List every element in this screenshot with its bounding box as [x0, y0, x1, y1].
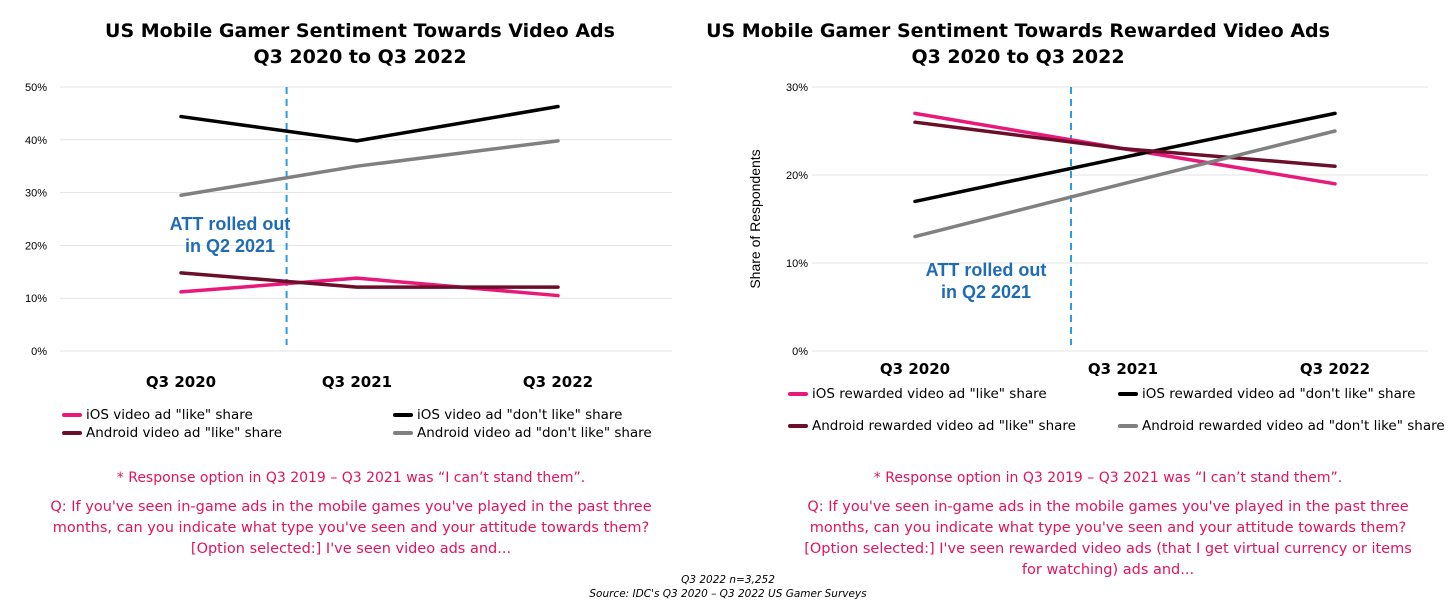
source-footer: Q3 2022 n=3,252 Source: IDC's Q3 2020 – … — [528, 573, 928, 601]
survey-question: Q: If you've seen in-game ads in the mob… — [0, 497, 702, 560]
legend-item-ios-like: iOS video ad "like" share — [62, 407, 253, 423]
chart-title-line2: Q3 2020 to Q3 2022 — [253, 46, 467, 68]
survey-question-line: Q: If you've seen in-game ads in the mob… — [50, 499, 652, 515]
y-tick-label: 30% — [786, 82, 808, 94]
y-tick-label: 30% — [25, 188, 47, 200]
legend-swatch — [62, 431, 82, 435]
series-line-3 — [913, 129, 1337, 239]
legend-label: iOS rewarded video ad "don't like" share — [1142, 386, 1416, 402]
y-tick-label: 20% — [786, 170, 808, 182]
legend-item-android-dislike: Android video ad "don't like" share — [393, 425, 652, 441]
survey-question-line: [Option selected:] I've seen rewarded vi… — [804, 541, 1412, 557]
series-line-1 — [913, 111, 1337, 204]
series-line-2 — [913, 120, 1337, 168]
legend-item-ios-dislike: iOS rewarded video ad "don't like" share — [1118, 386, 1415, 402]
legend-label: iOS video ad "like" share — [86, 407, 253, 423]
legend-item-ios-like: iOS rewarded video ad "like" share — [788, 386, 1047, 402]
x-category-label: Q3 2020 — [880, 360, 950, 378]
y-tick-label: 50% — [25, 82, 47, 94]
survey-question-line: for watching) ads and... — [1021, 562, 1195, 578]
att-annotation-line1: ATT rolled out — [169, 214, 291, 234]
y-tick-label: 20% — [25, 240, 47, 252]
rewarded-video-ads-chart-panel: US Mobile Gamer Sentiment Towards Reward… — [706, 0, 1456, 614]
y-tick-label: 10% — [786, 258, 808, 270]
legend-swatch — [1118, 424, 1138, 428]
legend-item-android-like: Android rewarded video ad "like" share — [788, 418, 1076, 434]
response-option-note: * Response option in Q3 2019 – Q3 2021 w… — [116, 470, 586, 486]
rewarded-video-ads-line-chart: 0% 10% 20% 30% Q3 2020 Q3 2021 Q3 2022 Share of… — [747, 82, 1428, 378]
series-line-2 — [179, 271, 560, 289]
legend-item-android-like: Android video ad "like" share — [62, 425, 282, 441]
video-ads-line-chart: 0% 10% 20% 30% 40% 50% Q3 2020 Q3 2021 Q3 2022 — [25, 82, 672, 391]
survey-question-line: [Option selected:] I've seen video ads a… — [190, 541, 512, 557]
legend-label: Android rewarded video ad "like" share — [812, 418, 1076, 434]
legend-item-android-dislike: Android rewarded video ad "don't like" s… — [1118, 418, 1445, 434]
x-category-label: Q3 2020 — [146, 373, 216, 391]
legend-swatch — [1118, 392, 1138, 396]
chart-title-line2: Q3 2020 to Q3 2022 — [911, 46, 1125, 68]
legend-label: iOS video ad "don't like" share — [417, 407, 623, 423]
source-credit: Source: IDC's Q3 2020 – Q3 2022 US Gamer… — [589, 588, 867, 600]
chart-title: US Mobile Gamer Sentiment Towards Video … — [0, 18, 810, 70]
legend-swatch — [393, 413, 413, 417]
legend-swatch — [393, 431, 413, 435]
legend-label: Android video ad "don't like" share — [417, 425, 652, 441]
y-tick-label: 0% — [792, 346, 808, 358]
video-ads-chart-panel: US Mobile Gamer Sentiment Towards Video … — [0, 20, 702, 560]
sample-size: Q3 2022 n=3,252 — [681, 574, 775, 586]
legend-swatch — [788, 392, 808, 396]
att-annotation-line2: in Q2 2021 — [184, 236, 276, 256]
series-line-0 — [179, 276, 560, 298]
x-category-label: Q3 2022 — [523, 373, 593, 391]
att-annotation-line2: in Q2 2021 — [940, 282, 1032, 302]
y-tick-label: 0% — [31, 346, 47, 358]
series-line-3 — [179, 139, 560, 197]
chart-title-line1: US Mobile Gamer Sentiment Towards Video … — [105, 20, 615, 42]
x-category-label: Q3 2022 — [1300, 360, 1370, 378]
chart-title-line1: US Mobile Gamer Sentiment Towards Reward… — [706, 20, 1330, 42]
att-annotation-line1: ATT rolled out — [925, 260, 1047, 280]
x-category-label: Q3 2021 — [322, 373, 392, 391]
chart-title: US Mobile Gamer Sentiment Towards Reward… — [498, 18, 1456, 70]
survey-question-line: months, can you indicate what type you'v… — [52, 520, 650, 536]
y-tick-label: 10% — [25, 293, 47, 305]
legend-label: iOS rewarded video ad "like" share — [812, 386, 1047, 402]
x-category-label: Q3 2021 — [1088, 360, 1158, 378]
series-line-1 — [179, 104, 560, 143]
att-annotation: ATT rolled out in Q2 2021 — [896, 259, 1076, 303]
survey-question-line: months, can you indicate what type you'v… — [809, 520, 1407, 536]
survey-question: Q: If you've seen in-game ads in the mob… — [748, 497, 1456, 581]
legend-label: Android rewarded video ad "don't like" s… — [1142, 418, 1445, 434]
att-annotation: ATT rolled out in Q2 2021 — [140, 213, 320, 257]
legend-swatch — [788, 424, 808, 428]
y-axis-title: Share of Respondents — [747, 149, 763, 288]
legend-label: Android video ad "like" share — [86, 425, 283, 441]
legend-item-ios-dislike: iOS video ad "don't like" share — [393, 407, 623, 423]
response-option-note: * Response option in Q3 2019 – Q3 2021 w… — [873, 470, 1343, 486]
legend-swatch — [62, 413, 82, 417]
survey-question-line: Q: If you've seen in-game ads in the mob… — [807, 499, 1409, 515]
y-tick-label: 40% — [25, 135, 47, 147]
